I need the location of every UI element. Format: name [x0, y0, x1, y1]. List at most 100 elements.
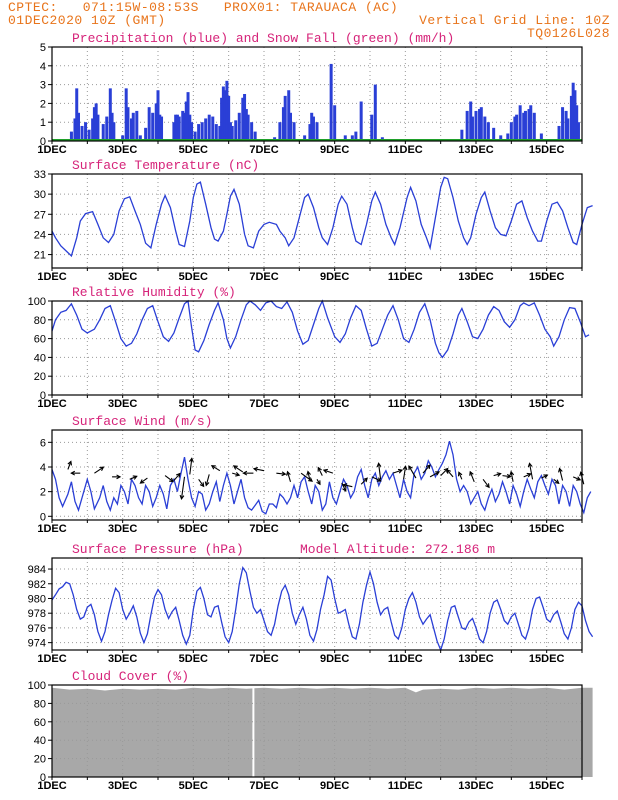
- panel-1-title: Surface Temperature (nC): [72, 158, 259, 173]
- x-tick-label: 13DEC: [458, 398, 494, 410]
- wind-arrow-head: [99, 466, 105, 471]
- wind-arrow: [408, 465, 417, 479]
- precip-bar: [564, 110, 568, 141]
- header-line3-right: TQ0126L028: [526, 26, 610, 41]
- wind-arrow: [559, 468, 564, 481]
- x-tick-label: 15DEC: [529, 144, 565, 156]
- y-tick-label: 984: [28, 564, 46, 576]
- precip-bar: [492, 127, 496, 141]
- precip-bar: [186, 92, 190, 141]
- wind-arrow-head: [175, 472, 181, 478]
- x-tick-label: 7DEC: [249, 144, 278, 156]
- wind-arrow: [94, 466, 104, 474]
- x-tick-label: 5DEC: [179, 398, 208, 410]
- x-tick-label: 11DEC: [388, 398, 423, 410]
- cloud-cover-area: [52, 687, 593, 777]
- series-line-2: [51, 299, 590, 359]
- precip-bar: [283, 95, 287, 141]
- x-tick-label: 3DEC: [108, 523, 137, 535]
- x-tick-label: 15DEC: [529, 523, 565, 535]
- x-tick-label: 15DEC: [529, 653, 565, 665]
- precip-bar: [138, 135, 142, 141]
- precip-bar: [359, 101, 363, 141]
- y-tick-label: 2: [40, 487, 46, 499]
- wind-arrow-head: [316, 480, 321, 486]
- precip-bar: [523, 110, 527, 141]
- y-tick-label: 60: [34, 717, 46, 729]
- x-tick-label: 11DEC: [388, 271, 423, 283]
- y-tick-label: 980: [28, 593, 46, 605]
- x-tick-label: 5DEC: [179, 271, 208, 283]
- wind-arrow: [502, 475, 511, 478]
- precip-bar: [92, 107, 96, 141]
- y-tick-label: 100: [28, 680, 46, 692]
- y-tick-label: 27: [34, 209, 46, 221]
- precip-bar: [190, 122, 194, 141]
- wind-arrow-head: [527, 462, 533, 468]
- precip-bar: [69, 131, 73, 141]
- x-tick-label: 13DEC: [458, 523, 494, 535]
- wind-arrow-head: [526, 472, 532, 478]
- wind-arrow-head: [199, 482, 205, 488]
- x-tick-label: 13DEC: [458, 271, 494, 283]
- precip-bar: [343, 135, 347, 141]
- wind-arrow-head: [506, 473, 512, 479]
- precip-bar: [354, 131, 358, 141]
- precip-bar: [303, 135, 307, 141]
- x-tick-label: 7DEC: [249, 653, 278, 665]
- wind-arrow-head: [139, 479, 145, 484]
- wind-arrow-head: [457, 471, 463, 477]
- x-tick-label: 13DEC: [458, 144, 494, 156]
- y-tick-label: 33: [34, 169, 46, 181]
- y-tick-label: 80: [34, 698, 46, 710]
- precip-bar: [108, 88, 112, 141]
- precip-bar: [509, 122, 513, 141]
- precip-bar: [557, 125, 561, 141]
- precip-bar: [470, 116, 474, 141]
- precip-bar: [73, 118, 77, 141]
- y-tick-label: 40: [34, 352, 46, 364]
- precip-bar: [110, 112, 114, 141]
- precip-bar: [576, 122, 580, 141]
- precip-bar: [200, 122, 204, 141]
- precip-bar: [96, 114, 100, 141]
- wind-arrow-head: [469, 470, 474, 476]
- precip-bar: [474, 110, 478, 141]
- wind-arrow-head: [558, 467, 563, 473]
- precip-bar: [243, 94, 247, 141]
- x-tick-label: 9DEC: [320, 398, 349, 410]
- wind-arrow: [129, 475, 137, 480]
- panel-5-frame: [51, 684, 583, 778]
- y-tick-label: 4: [40, 61, 46, 73]
- wind-arrow: [469, 471, 475, 482]
- wind-arrow: [378, 463, 382, 480]
- wind-arrow-head: [189, 457, 194, 463]
- wind-arrow-head: [242, 470, 248, 476]
- precip-bar: [483, 116, 487, 141]
- precip-bar: [373, 84, 377, 141]
- wind-arrow: [392, 469, 403, 474]
- precip-bar: [87, 129, 91, 141]
- wind-arrow-head: [402, 465, 408, 471]
- precip-bar: [225, 80, 229, 141]
- x-tick-label: 9DEC: [320, 271, 349, 283]
- wind-arrow-head: [286, 470, 291, 476]
- x-tick-label: 9DEC: [320, 780, 349, 792]
- precip-bar: [333, 105, 337, 141]
- precip-bar: [84, 122, 88, 141]
- x-tick-label: 1DEC: [37, 271, 66, 283]
- x-tick-label: 1DEC: [37, 780, 66, 792]
- wind-arrow-head: [342, 486, 347, 493]
- y-tick-label: 982: [28, 579, 46, 591]
- precip-bar: [177, 116, 181, 141]
- y-tick-label: 0: [40, 511, 46, 523]
- x-tick-label: 5DEC: [179, 144, 208, 156]
- precip-bar: [561, 107, 565, 141]
- wind-arrow: [510, 471, 514, 482]
- precip-bar: [144, 127, 148, 141]
- precip-bar: [241, 97, 245, 141]
- wind-arrow-head: [204, 481, 210, 487]
- y-tick-label: 974: [28, 638, 46, 650]
- panel-3-frame: [51, 429, 583, 521]
- wind-arrow: [173, 473, 181, 481]
